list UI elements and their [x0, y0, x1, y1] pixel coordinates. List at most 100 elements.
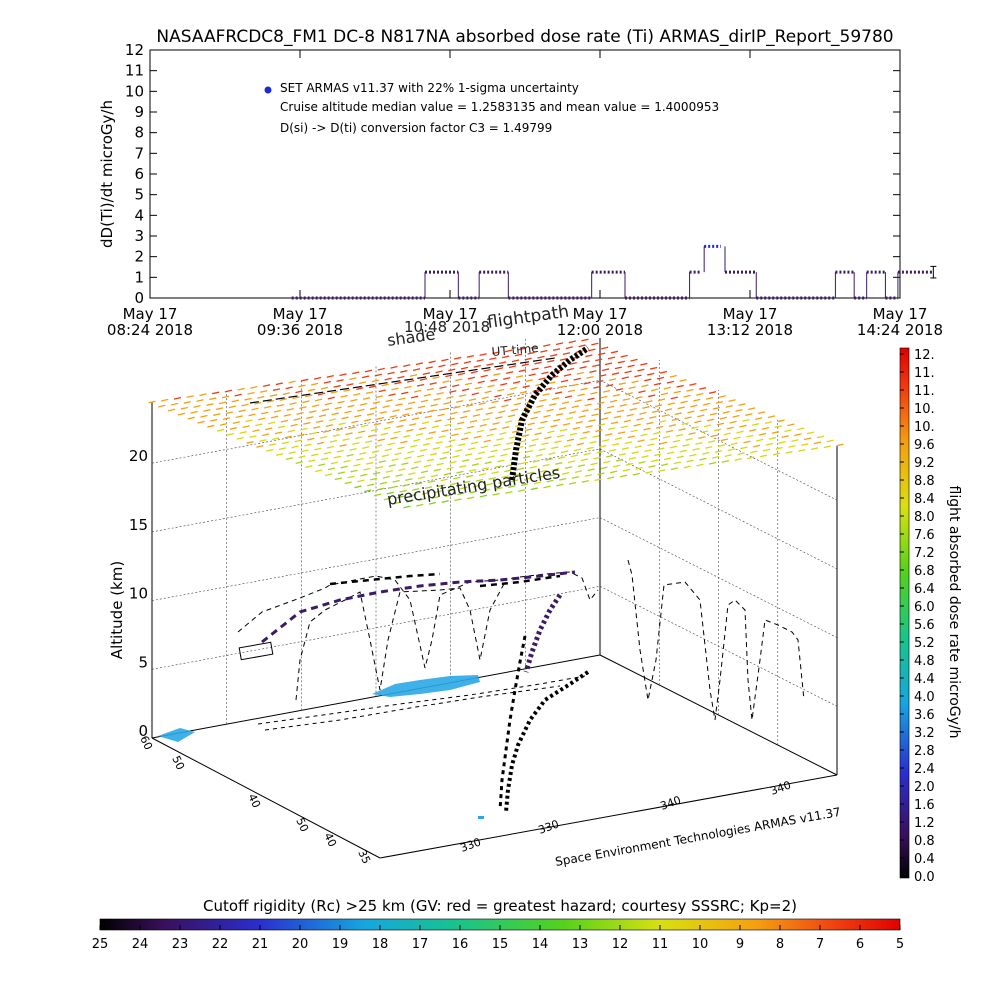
rigidity-dash-450 — [554, 440, 562, 444]
rigidity-dash-301 — [480, 374, 488, 378]
rigidity-dash-620 — [556, 483, 564, 487]
rigidity-dash-716 — [387, 442, 395, 446]
rigidity-dash-27 — [568, 340, 576, 344]
rigidity-dash-895 — [200, 414, 208, 418]
rigidity-dash-894 — [190, 410, 198, 414]
rigidity-dash-423 — [566, 438, 575, 442]
rigidity-dash-312 — [588, 419, 596, 423]
rigidity-dash-781 — [469, 490, 478, 494]
rigidity-dash-343 — [614, 437, 623, 441]
rigidity-dash-152 — [684, 416, 692, 420]
rigidity-dash-929 — [256, 444, 264, 448]
rigidity-dash-425 — [586, 446, 594, 450]
rigidity-dash-635 — [425, 437, 434, 440]
rigidity-dash-903 — [278, 447, 287, 451]
rigidity-dash-658 — [373, 422, 382, 426]
rigidity-dash-824 — [336, 449, 344, 453]
rigidity-dash-410 — [439, 386, 447, 389]
rigidity-dash-427 — [606, 454, 614, 458]
rigidity-dash-493 — [420, 399, 429, 403]
rigidity-dash-394 — [559, 428, 568, 432]
rigidity-dash-170 — [583, 381, 591, 385]
rigidity-dash-936 — [324, 473, 333, 477]
rigidity-dash-117 — [618, 382, 626, 386]
rigidity-dash-451 — [563, 444, 572, 448]
rigidity-dash-191 — [511, 359, 520, 363]
rigidity-dash-119 — [638, 390, 646, 394]
rigidity-dash-921 — [177, 412, 186, 416]
rigidity-dash-267 — [702, 451, 710, 455]
rigidity-dash-815 — [248, 413, 256, 417]
rigidity-dash-522 — [427, 409, 435, 413]
rigidity-dash-223 — [548, 381, 556, 385]
rigidity-dash-59 — [604, 362, 613, 366]
rigidity-dash-706 — [289, 402, 297, 405]
rigidity-tick-3: 22 — [212, 937, 229, 952]
rigidity-dash-23 — [806, 431, 815, 435]
rigidity-dash-408 — [419, 378, 428, 381]
rigidity-dash-276 — [512, 381, 521, 384]
rigidity-dash-501 — [499, 431, 507, 435]
rigidity-dash-44 — [735, 409, 743, 412]
rigidity-dash-759 — [254, 401, 262, 405]
rigidity-dash-653 — [324, 402, 333, 406]
rigidity-dash-834 — [434, 490, 442, 494]
rigidity-dash-792 — [300, 427, 308, 431]
rigidity-dash-574 — [382, 405, 390, 408]
rigidity-dash-171 — [593, 385, 601, 389]
rigidity-dash-144 — [605, 384, 614, 387]
rigidity-dash-342 — [605, 433, 613, 437]
rigidity-dash-711 — [338, 422, 346, 426]
y-tick-label-8: 8 — [134, 124, 144, 142]
rigidity-dash-487 — [361, 375, 370, 379]
rigidity-dash-242 — [734, 458, 742, 462]
rigidity-dash-742 — [365, 440, 373, 444]
rigidity-dash-110 — [550, 353, 558, 357]
rigidity-dash-853 — [343, 459, 351, 463]
rigidity-dash-933 — [295, 461, 303, 465]
rigidity-dash-862 — [431, 496, 440, 499]
rigidity-dash-133 — [775, 446, 783, 450]
rigidity-dash-510 — [587, 468, 595, 472]
rigidity-dash-311 — [578, 415, 586, 419]
rigidity-dash-424 — [576, 442, 584, 446]
dose-colorbar-tick-20: 3.6 — [914, 708, 935, 723]
rigidity-dash-470 — [472, 413, 481, 417]
dose-colorbar-label: flight absorbed dose rate microGy/h — [946, 486, 962, 739]
rigidity-dash-780 — [460, 486, 468, 490]
rigidity-dash-95 — [680, 400, 688, 404]
rigidity-dash-287 — [620, 425, 629, 429]
rigidity-dash-75 — [761, 427, 770, 430]
rigidity-dash-327 — [457, 372, 466, 376]
rigidity-dash-8 — [659, 370, 668, 374]
dose-colorbar-tick-26: 1.2 — [914, 816, 935, 831]
rigidity-dash-715 — [377, 438, 386, 442]
rigidity-dash-296 — [709, 461, 717, 465]
lon-tick-2: 340 — [659, 793, 683, 812]
rigidity-dash-386 — [481, 396, 489, 400]
rigidity-dash-937 — [334, 477, 342, 481]
rigidity-dash-414 — [478, 402, 486, 406]
rigidity-dash-570 — [343, 388, 351, 392]
rigidity-dash-592 — [559, 477, 567, 481]
rigidity-dash-412 — [458, 394, 467, 398]
rigidity-dash-91 — [641, 384, 649, 388]
rigidity-dash-33 — [627, 364, 635, 368]
rigidity-dash-341 — [595, 429, 603, 432]
rigidity-dash-758 — [244, 397, 252, 401]
rigidity-dash-907 — [318, 463, 326, 467]
rigidity-dash-57 — [585, 354, 593, 358]
lat-tick-1: 50 — [169, 754, 187, 772]
rigidity-dash-913 — [376, 487, 385, 491]
legend-series-label: SET ARMAS v11.37 with 22% 1-sigma uncert… — [280, 81, 579, 95]
rigidity-dash-661 — [403, 434, 411, 438]
rigidity-dash-496 — [450, 411, 458, 415]
rigidity-dash-157 — [733, 436, 741, 440]
rigidity-dash-608 — [438, 435, 446, 439]
rigidity-dash-549 — [414, 411, 423, 415]
rigidity-dash-12 — [699, 387, 707, 390]
rigidity-dash-79 — [801, 443, 809, 447]
rigidity-dash-443 — [485, 412, 493, 416]
rigidity-dash-662 — [413, 438, 421, 442]
rigidity-dash-316 — [627, 435, 635, 439]
